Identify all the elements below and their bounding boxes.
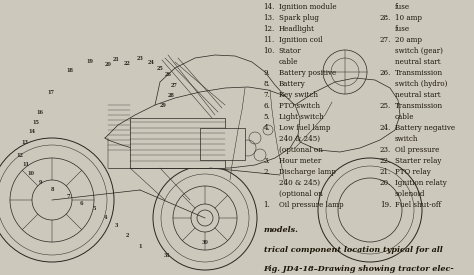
Text: 2: 2 [125, 233, 129, 238]
Bar [200, 128, 245, 160]
Text: Transmission: Transmission [395, 69, 443, 77]
Text: 23.: 23. [380, 146, 391, 154]
Text: fuse: fuse [395, 3, 410, 11]
Text: 25.: 25. [380, 102, 391, 110]
Text: Oil pressure lamp: Oil pressure lamp [279, 201, 343, 209]
Text: Battery: Battery [279, 80, 305, 88]
Text: 4.: 4. [264, 124, 271, 132]
Text: Battery negative: Battery negative [395, 124, 455, 132]
Text: 14: 14 [29, 129, 36, 134]
Text: Transmission: Transmission [395, 102, 443, 110]
Text: 27: 27 [171, 83, 178, 88]
Text: 24.: 24. [380, 124, 391, 132]
Text: 19: 19 [87, 59, 93, 64]
Text: 31: 31 [164, 253, 170, 258]
Text: 16: 16 [37, 110, 44, 115]
Text: 8.: 8. [264, 80, 271, 88]
Text: (optional on: (optional on [279, 190, 323, 198]
Text: Spark plug: Spark plug [279, 14, 319, 22]
Text: cable: cable [279, 58, 298, 66]
Text: 10: 10 [27, 171, 34, 176]
Text: switch (hydro): switch (hydro) [395, 80, 447, 88]
Text: Ignition coil: Ignition coil [279, 36, 322, 44]
Text: switch: switch [395, 135, 419, 143]
Text: 12: 12 [17, 153, 23, 158]
Text: 3: 3 [114, 223, 118, 228]
Text: 20: 20 [105, 62, 111, 67]
Text: 9: 9 [38, 180, 42, 185]
Text: trical component location typical for all: trical component location typical for al… [264, 246, 442, 254]
Text: 10 amp: 10 amp [395, 14, 422, 22]
Text: 8: 8 [50, 187, 54, 192]
Text: 6: 6 [80, 201, 83, 206]
Text: 10.: 10. [264, 47, 275, 55]
Text: Oil pressure: Oil pressure [395, 146, 439, 154]
Text: 25: 25 [157, 66, 164, 71]
Text: 17: 17 [48, 90, 55, 95]
Text: Low fuel lamp: Low fuel lamp [279, 124, 330, 132]
Text: Stator: Stator [279, 47, 301, 55]
Text: 9.: 9. [264, 69, 271, 77]
Text: solenoid: solenoid [395, 190, 425, 198]
Text: 19.: 19. [380, 201, 391, 209]
Text: 1: 1 [138, 244, 142, 249]
Text: 14.: 14. [264, 3, 275, 11]
Text: 13: 13 [21, 141, 28, 145]
Text: 5.: 5. [264, 113, 270, 121]
Text: 15: 15 [32, 120, 39, 125]
Text: Discharge lamp: Discharge lamp [279, 168, 336, 176]
Text: cable: cable [395, 113, 414, 121]
Text: 22.: 22. [380, 157, 391, 165]
Text: Light switch: Light switch [279, 113, 323, 121]
Text: 11: 11 [23, 163, 29, 167]
Text: Battery positive: Battery positive [279, 69, 336, 77]
Text: fuse: fuse [395, 25, 410, 33]
Text: 28: 28 [167, 93, 174, 98]
Text: Fig. JD4-18–Drawing showing tractor elec-: Fig. JD4-18–Drawing showing tractor elec… [264, 265, 454, 273]
Text: 12.: 12. [264, 25, 275, 33]
Text: switch (gear): switch (gear) [395, 47, 443, 55]
Text: neutral start: neutral start [395, 91, 440, 99]
Text: Key switch: Key switch [279, 91, 318, 99]
Text: 21: 21 [113, 57, 119, 62]
Text: 4: 4 [103, 215, 107, 220]
Text: 7: 7 [67, 194, 71, 199]
Text: 11.: 11. [264, 36, 275, 44]
Text: 20.: 20. [380, 179, 391, 187]
Text: PTO relay: PTO relay [395, 168, 430, 176]
Text: PTO switch: PTO switch [279, 102, 319, 110]
Text: Ignition relaty: Ignition relaty [395, 179, 447, 187]
Text: 18: 18 [67, 68, 73, 73]
Text: 26: 26 [165, 72, 172, 77]
Text: 20 amp: 20 amp [395, 36, 422, 44]
Text: 5: 5 [92, 206, 96, 211]
Text: 24: 24 [147, 60, 154, 65]
Text: Headlight: Headlight [279, 25, 315, 33]
Text: 7.: 7. [264, 91, 271, 99]
Text: 21.: 21. [380, 168, 391, 176]
Text: 28.: 28. [380, 14, 391, 22]
Text: neutral start: neutral start [395, 58, 440, 66]
Text: 27.: 27. [380, 36, 391, 44]
Text: models.: models. [264, 226, 299, 234]
Text: 29: 29 [160, 103, 167, 108]
Text: 30: 30 [201, 240, 208, 245]
Text: (optional on: (optional on [279, 146, 323, 154]
Text: Ignition module: Ignition module [279, 3, 337, 11]
Text: 6.: 6. [264, 102, 271, 110]
Text: 240 & 245): 240 & 245) [279, 179, 319, 187]
Text: 240 & 245): 240 & 245) [279, 135, 319, 143]
Text: 13.: 13. [264, 14, 275, 22]
Text: 2.: 2. [264, 168, 270, 176]
Text: 23: 23 [137, 56, 143, 61]
Text: Starter relay: Starter relay [395, 157, 441, 165]
Text: 22: 22 [124, 61, 130, 66]
Bar [130, 118, 225, 168]
Text: Fuel shut-off: Fuel shut-off [395, 201, 441, 209]
Text: 26.: 26. [380, 69, 391, 77]
Text: Hour meter: Hour meter [279, 157, 321, 165]
Text: 3.: 3. [264, 157, 270, 165]
Text: 1.: 1. [264, 201, 270, 209]
